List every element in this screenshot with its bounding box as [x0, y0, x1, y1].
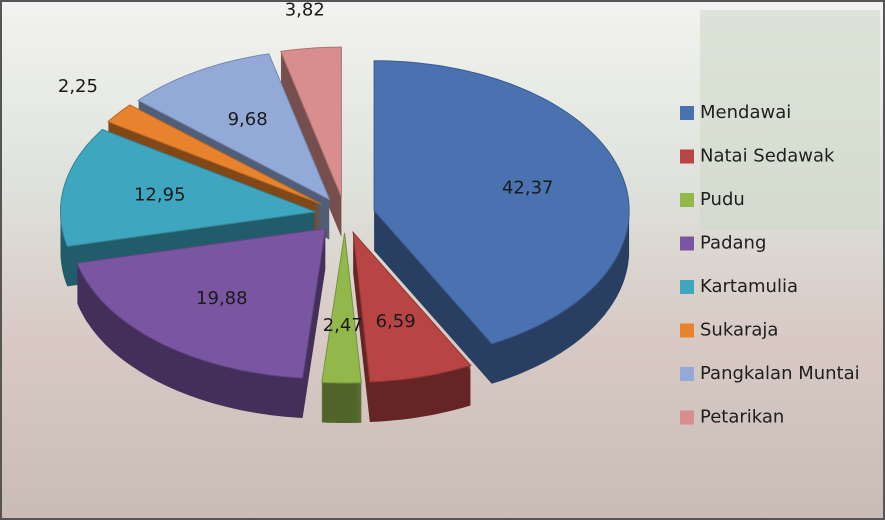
legend-swatch — [680, 280, 694, 294]
legend-label: Pudu — [700, 189, 745, 210]
slice-top — [107, 104, 322, 205]
legend-label: Sukaraja — [700, 320, 778, 341]
legend-label: Padang — [700, 233, 766, 254]
slice-top — [60, 128, 318, 247]
slice — [321, 232, 362, 423]
data-label: 2,47 — [323, 315, 363, 336]
legend-swatch — [680, 106, 694, 120]
slice — [373, 60, 630, 384]
data-label: 3,82 — [285, 0, 325, 20]
data-label: 12,95 — [134, 185, 186, 206]
slice-top — [76, 228, 326, 379]
legend-swatch — [680, 323, 694, 338]
data-label: 42,37 — [502, 178, 554, 199]
legend-label: Petarikan — [700, 407, 784, 428]
slice-top — [321, 232, 362, 384]
slice-top — [352, 230, 472, 383]
legend-swatch — [680, 193, 694, 207]
data-label: 19,88 — [196, 288, 248, 309]
legend-label: Pangkalan Muntai — [700, 363, 860, 384]
data-label: 9,68 — [228, 109, 268, 130]
legend-swatch — [680, 410, 694, 425]
slice — [352, 230, 472, 422]
data-label: 6,59 — [376, 311, 416, 332]
legend-label: Kartamulia — [700, 276, 798, 297]
data-label: 2,25 — [58, 76, 98, 97]
slice — [280, 46, 342, 238]
legend-swatch — [680, 149, 694, 164]
background-tree — [700, 10, 880, 230]
slice — [76, 228, 326, 418]
legend-swatch — [680, 367, 694, 381]
legend-swatch — [680, 236, 694, 251]
legend-label: Mendawai — [700, 102, 791, 123]
slice-top — [137, 53, 331, 201]
slice-top — [280, 46, 342, 198]
slice-top — [373, 60, 630, 345]
legend-label: Natai Sedawak — [700, 146, 835, 167]
